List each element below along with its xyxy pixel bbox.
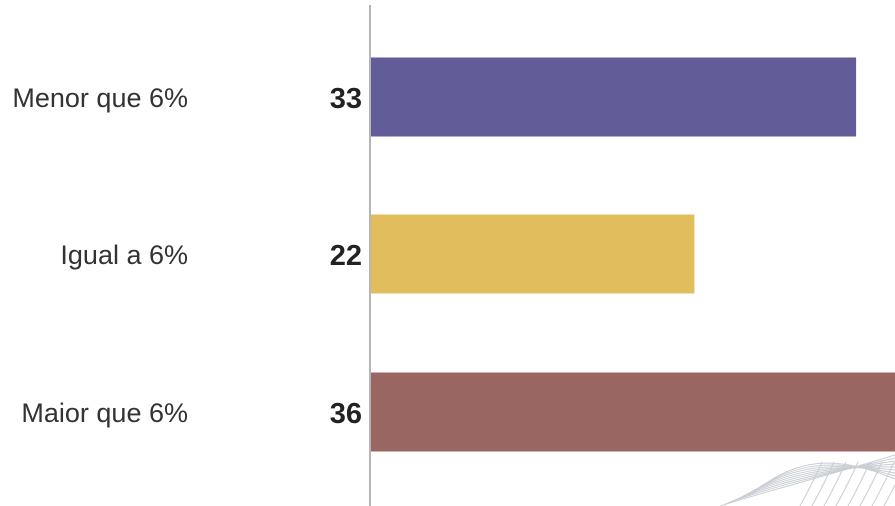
- decorative-wave-line: [883, 484, 895, 506]
- background-wave-decoration: [719, 454, 895, 506]
- decorative-wave-line: [799, 461, 823, 506]
- category-label: Menor que 6%: [12, 83, 188, 113]
- decorative-wave-line: [835, 461, 859, 506]
- bar-2: [371, 214, 695, 294]
- bar-3: [371, 372, 895, 452]
- decorative-wave-line: [823, 461, 847, 506]
- decorative-wave-line: [811, 461, 835, 506]
- value-label: 36: [330, 398, 362, 430]
- category-label: Maior que 6%: [21, 398, 188, 428]
- category-label: Igual a 6%: [60, 240, 188, 270]
- value-label: 22: [330, 240, 362, 272]
- bars-group: [371, 57, 895, 452]
- decorative-wave-line: [859, 461, 883, 506]
- value-label: 33: [330, 83, 362, 115]
- decorative-wave-line: [751, 462, 895, 495]
- decorative-wave-line: [723, 457, 895, 505]
- labels-group: Menor que 6% 33 Igual a 6% 22 Maior que 6% 36: [12, 83, 362, 430]
- bar-1: [371, 57, 857, 137]
- decorative-wave-line: [735, 466, 895, 501]
- decorative-wave-line: [847, 461, 871, 506]
- decorative-wave-line: [871, 461, 895, 506]
- decorative-wave-line: [719, 454, 895, 506]
